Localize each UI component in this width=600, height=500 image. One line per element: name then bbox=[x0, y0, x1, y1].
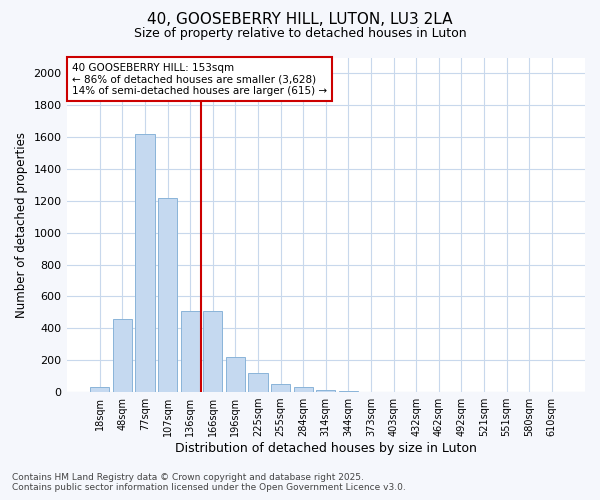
Bar bbox=[271, 384, 290, 392]
Y-axis label: Number of detached properties: Number of detached properties bbox=[15, 132, 28, 318]
Text: 40 GOOSEBERRY HILL: 153sqm
← 86% of detached houses are smaller (3,628)
14% of s: 40 GOOSEBERRY HILL: 153sqm ← 86% of deta… bbox=[72, 62, 327, 96]
Bar bbox=[203, 311, 223, 392]
Bar bbox=[293, 388, 313, 392]
Bar bbox=[316, 390, 335, 392]
Text: Contains HM Land Registry data © Crown copyright and database right 2025.
Contai: Contains HM Land Registry data © Crown c… bbox=[12, 473, 406, 492]
Bar bbox=[113, 319, 132, 392]
Bar bbox=[90, 386, 109, 392]
Bar bbox=[181, 311, 200, 392]
Text: Size of property relative to detached houses in Luton: Size of property relative to detached ho… bbox=[134, 28, 466, 40]
Bar bbox=[226, 357, 245, 392]
Bar bbox=[248, 373, 268, 392]
X-axis label: Distribution of detached houses by size in Luton: Distribution of detached houses by size … bbox=[175, 442, 477, 455]
Bar bbox=[136, 134, 155, 392]
Bar bbox=[158, 198, 177, 392]
Text: 40, GOOSEBERRY HILL, LUTON, LU3 2LA: 40, GOOSEBERRY HILL, LUTON, LU3 2LA bbox=[147, 12, 453, 28]
